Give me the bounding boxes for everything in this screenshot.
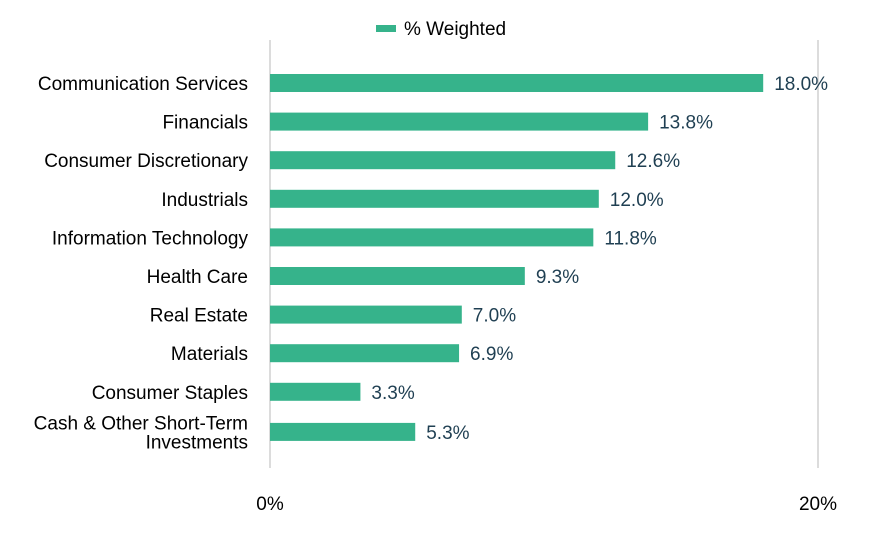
value-labels: 18.0% 13.8% 12.6% 12.0% 11.8% 9.3% 7.0% 6.9% 3.3… [371, 74, 828, 444]
category-label: Real Estate [150, 306, 248, 327]
category-label: Communication Services [38, 74, 248, 95]
data-label: 5.3% [426, 423, 469, 444]
category-label: Cash & Other Short-Term [34, 413, 248, 434]
legend-label: % Weighted [404, 19, 506, 40]
bar [270, 151, 616, 170]
data-label: 3.3% [371, 383, 414, 404]
category-label: Financials [162, 113, 248, 134]
data-label: 13.8% [659, 113, 713, 134]
data-label: 7.0% [473, 306, 516, 327]
bar [270, 189, 599, 208]
data-label: 11.8% [604, 228, 657, 249]
bar [270, 382, 361, 401]
x-tick-label: 0% [256, 494, 284, 515]
legend-swatch [376, 25, 396, 32]
category-labels: Communication Services Financials Consumer… [34, 74, 249, 453]
x-tick-label: 20% [799, 494, 837, 515]
category-label: Consumer Discretionary [44, 151, 248, 172]
data-label: 12.0% [610, 190, 664, 211]
data-label: 18.0% [774, 74, 828, 95]
bar [270, 74, 764, 92]
bars [270, 74, 764, 441]
axis-lines [269, 40, 819, 468]
data-label: 12.6% [626, 151, 680, 172]
bar [270, 344, 460, 363]
category-label: Consumer Staples [92, 383, 248, 404]
bar [270, 112, 649, 131]
category-label: Materials [171, 344, 248, 365]
data-label: 9.3% [536, 267, 579, 288]
bar [270, 305, 462, 324]
category-label: Industrials [161, 190, 248, 211]
bar [270, 267, 525, 285]
category-label: Health Care [147, 267, 248, 288]
category-label: Information Technology [52, 228, 249, 249]
bar [270, 422, 416, 441]
x-tick-labels: 0% 20% [256, 494, 837, 515]
legend: % Weighted [376, 19, 506, 40]
category-label: Investments [146, 432, 248, 453]
data-label: 6.9% [470, 344, 513, 365]
bar [270, 228, 594, 247]
